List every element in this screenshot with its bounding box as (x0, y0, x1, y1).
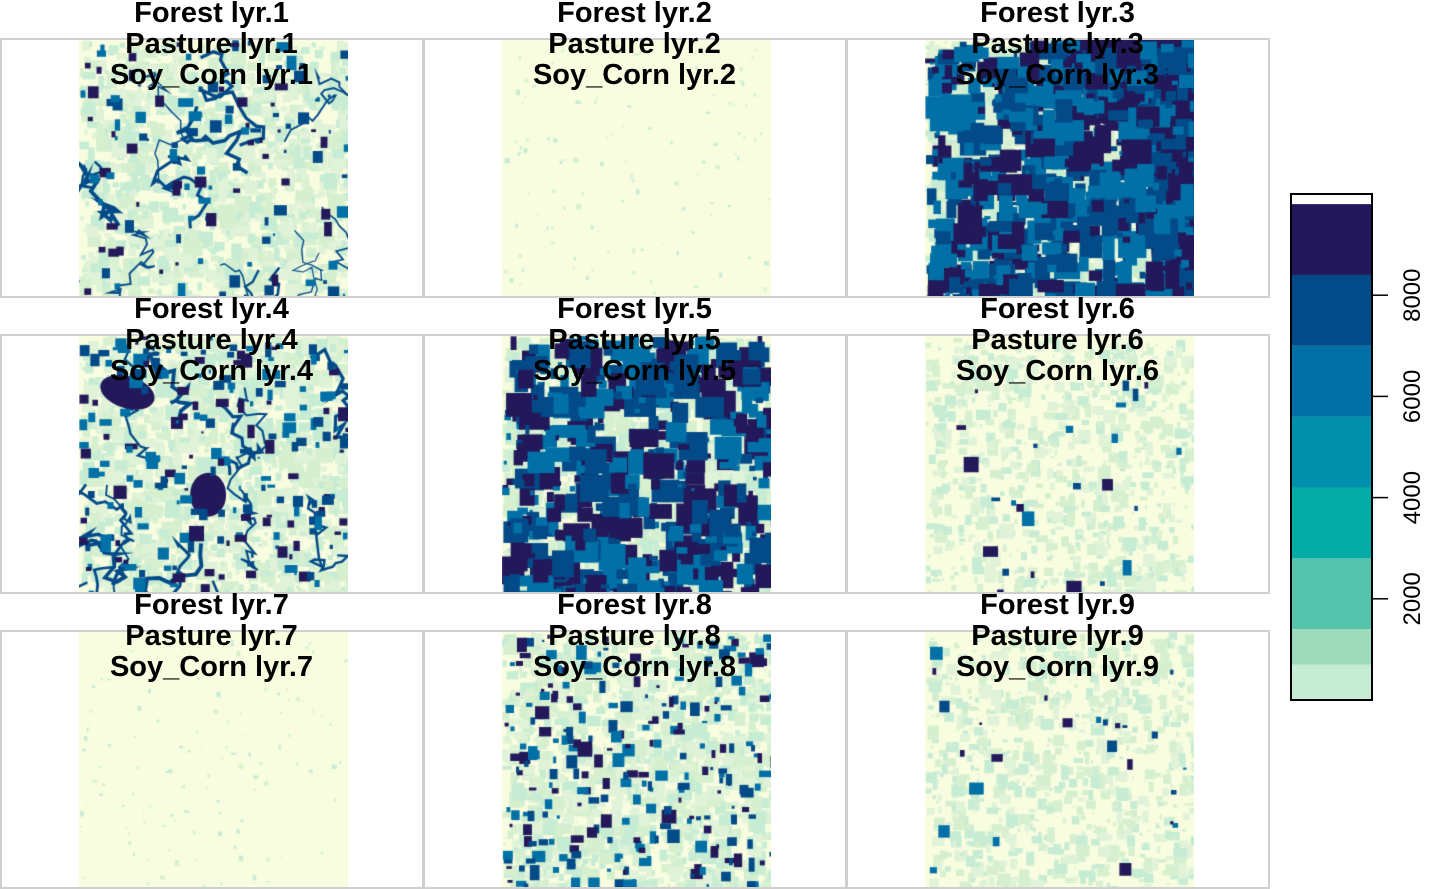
legend-frame (1290, 193, 1373, 701)
raster-image (502, 336, 771, 592)
raster-panel (846, 334, 1270, 594)
legend-tick-label: 8000 (1399, 269, 1426, 322)
raster-panel (846, 630, 1270, 889)
raster-image (502, 40, 771, 296)
legend-tick-label: 4000 (1399, 471, 1426, 524)
legend-color-bin (1291, 664, 1372, 700)
raster-panel (0, 334, 424, 594)
raster-image (79, 40, 348, 296)
raster-image (502, 632, 771, 887)
raster-image (79, 632, 348, 887)
raster-panel (0, 38, 424, 298)
raster-image (925, 632, 1194, 887)
legend-color-bin (1291, 629, 1372, 665)
legend-color-bin (1291, 558, 1372, 630)
legend-color-bin (1291, 416, 1372, 488)
legend-color-bin (1291, 487, 1372, 559)
raster-panel (423, 334, 847, 594)
legend-color-bin (1291, 204, 1372, 275)
legend-tick-label: 2000 (1399, 572, 1426, 625)
raster-panel (846, 38, 1270, 298)
raster-panel (0, 630, 424, 889)
legend-tick-label: 6000 (1399, 370, 1426, 423)
legend-color-bin (1291, 345, 1372, 417)
raster-panel (423, 38, 847, 298)
raster-image (925, 40, 1194, 296)
raster-image (925, 336, 1194, 592)
legend-color-bin (1291, 274, 1372, 346)
raster-image (79, 336, 348, 592)
raster-panel (423, 630, 847, 889)
